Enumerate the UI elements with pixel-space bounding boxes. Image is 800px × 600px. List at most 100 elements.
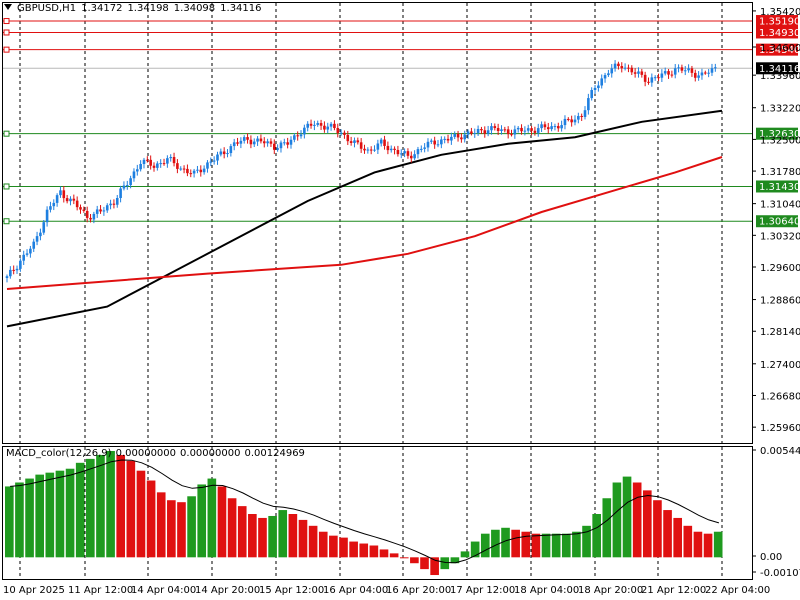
symbol-label: GBPUSD,H1 [17,3,77,14]
candle-body [660,73,664,78]
macd-histogram-bar [339,537,348,558]
candle-body [169,157,173,159]
candle-body [446,138,450,141]
candle-body [85,210,89,218]
moving-average-black [6,109,723,328]
candle-body [182,168,186,170]
candle-body [323,125,326,130]
candle-body [453,133,457,137]
candle-body [607,73,610,76]
candle-body [523,130,527,132]
candle-body [433,140,436,145]
candle-body [673,68,677,75]
macd-histogram-bar [268,515,277,558]
candle-body [593,87,597,90]
candle-body [256,138,259,142]
candle-body [506,129,510,135]
candle-body [520,127,523,132]
macd-signal-line [10,459,720,564]
macd-histogram-bar [369,545,379,558]
candle-body [5,276,9,278]
macd-histogram-bar [329,535,338,558]
price-label: 1.28860 [760,296,800,307]
macd-histogram-bar [146,480,156,558]
macd-histogram-bar [308,525,318,558]
time-label: 11 Apr 12:00 [68,585,133,596]
macd-indicator-name: MACD_color(12,26,9) [6,448,112,459]
candle-body [436,144,440,146]
candle-body [296,135,299,137]
candle-body [500,129,503,132]
open-price: 1.34172 [81,3,123,14]
candle-body [42,222,46,233]
level-anchor-icon[interactable] [3,130,10,137]
candle-body [383,139,386,146]
time-label: 14 Apr 04:00 [131,585,196,596]
level-anchor-icon[interactable] [3,18,10,25]
price-pane[interactable] [2,2,753,444]
macd-histogram-bar [673,517,682,558]
candle-body [650,77,654,83]
collapse-triangle-icon[interactable] [4,4,12,10]
candle-body [283,142,286,144]
candle-body [683,70,687,72]
candle-body [266,141,269,144]
candle-body [289,139,293,145]
candle-body [139,163,142,170]
level-anchor-icon[interactable] [3,218,10,225]
candle-body [196,169,199,171]
candle-body [102,210,106,212]
candle-body [546,127,550,130]
candle-body [550,126,553,130]
price-label: 1.30320 [760,231,800,242]
candle-body [45,209,49,223]
macd-histogram-bar [389,553,399,558]
candle-body [620,66,624,69]
candle-body [640,71,644,75]
candle-body [677,67,680,69]
candle-body [339,132,343,134]
candle-body [179,168,183,170]
candle-body [152,165,156,168]
macd-histogram-bar [116,454,126,558]
candle-body [156,163,159,168]
candle-body [329,123,333,127]
candle-body [356,140,360,143]
candle-body [142,159,146,164]
candle-body [476,128,480,133]
candle-body [333,123,336,129]
candle-body [72,198,76,201]
candle-body [389,148,393,151]
candle-body [353,140,356,143]
candle-body [55,195,59,203]
candle-body [136,169,139,172]
level-anchor-icon[interactable] [3,29,10,36]
candle-body [623,67,627,69]
candle-body [309,123,313,126]
candle-body [703,72,707,74]
candle-body [443,138,446,140]
candle-body [216,154,219,161]
candle-body [597,85,600,88]
candle-body [32,241,36,249]
candle-body [366,149,370,151]
candle-body [236,142,239,144]
macd-histogram-bar [55,470,65,558]
level-anchor-icon[interactable] [3,183,10,190]
candle-body [299,134,303,137]
macd-pane[interactable] [2,446,753,580]
candle-body [242,137,246,141]
candle-body [697,75,700,78]
candle-body [450,136,453,141]
candle-body [35,236,39,242]
level-anchor-icon[interactable] [3,46,10,53]
candle-body [105,205,109,211]
time-label: 14 Apr 20:00 [195,585,260,596]
candle-body [192,170,196,174]
candle-body [122,185,126,189]
candle-body [516,127,520,130]
candle-body [359,142,363,149]
macd-histogram-bar [15,482,24,558]
